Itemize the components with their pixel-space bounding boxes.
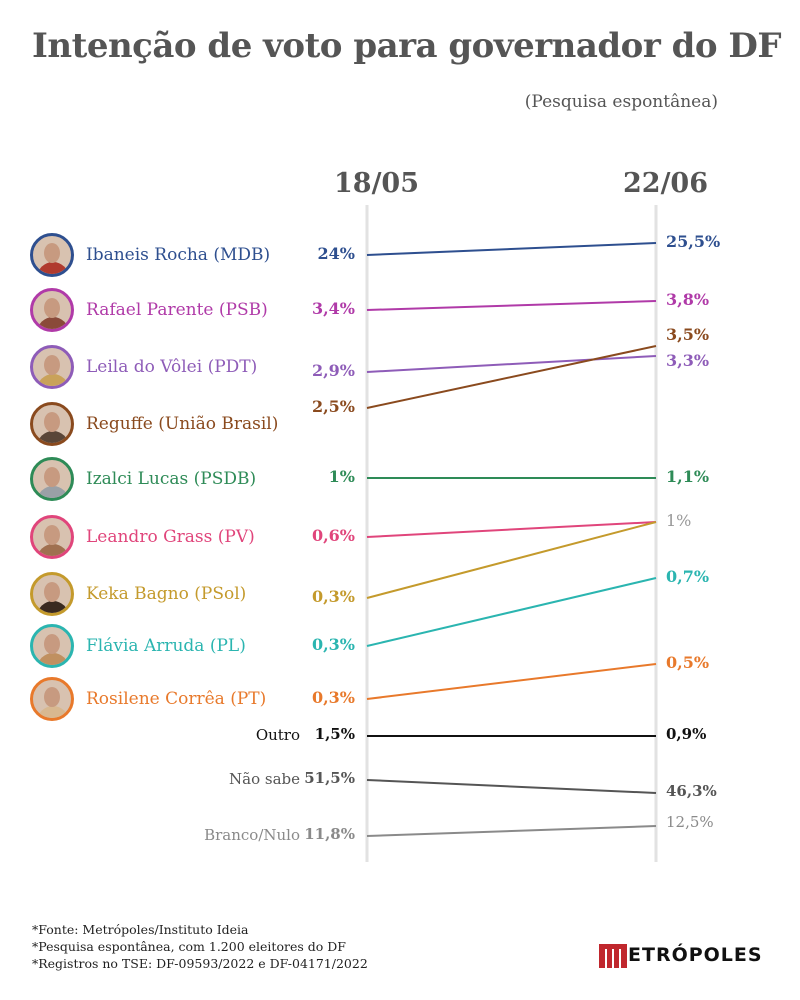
period-label-start: 18/05 xyxy=(334,168,420,199)
end-value-label: 3,5% xyxy=(666,325,710,344)
start-value-label: 24% xyxy=(317,244,355,263)
candidate-name: Leandro Grass (PV) xyxy=(86,527,255,547)
logo-text: ETRÓPOLES xyxy=(628,944,763,966)
candidate-label: Rafael Parente (PSB) xyxy=(30,285,268,335)
end-value-label: 46,3% xyxy=(666,782,717,800)
series-line xyxy=(366,663,657,700)
series-line xyxy=(366,355,657,373)
end-value-label: 0,9% xyxy=(666,725,707,743)
candidate-avatar xyxy=(30,572,74,616)
candidate-avatar xyxy=(30,457,74,501)
metropoles-logo: ETRÓPOLES xyxy=(598,940,763,970)
candidate-name: Flávia Arruda (PL) xyxy=(86,636,246,656)
candidate-label: Flávia Arruda (PL) xyxy=(30,621,246,671)
candidate-avatar xyxy=(30,402,74,446)
series-line xyxy=(366,779,657,794)
end-value-label: 0,7% xyxy=(666,567,710,586)
candidate-label: Rosilene Corrêa (PT) xyxy=(30,674,266,724)
category-name: Outro xyxy=(255,726,300,744)
category-name: Não sabe xyxy=(229,770,300,788)
candidate-name: Keka Bagno (PSol) xyxy=(86,584,247,604)
candidate-name: Ibaneis Rocha (MDB) xyxy=(86,245,271,265)
series-line xyxy=(366,345,657,409)
footer-line: *Pesquisa espontânea, com 1.200 eleitore… xyxy=(32,939,346,954)
end-value-label: 3,8% xyxy=(666,290,710,309)
logo-m-icon xyxy=(599,944,627,968)
start-value-label: 0,3% xyxy=(311,587,355,606)
candidate-label: Keka Bagno (PSol) xyxy=(30,569,246,619)
start-value-label: 0,6% xyxy=(311,526,355,545)
footer-notes: *Fonte: Metrópoles/Instituto Ideia *Pesq… xyxy=(32,921,368,972)
candidate-label: Reguffe (União Brasil) xyxy=(30,399,278,449)
start-value-label: 11,8% xyxy=(304,825,355,843)
candidate-avatar xyxy=(30,677,74,721)
series-line xyxy=(366,825,657,837)
candidate-label: Leila do Vôlei (PDT) xyxy=(30,342,257,392)
series-line xyxy=(366,577,657,647)
series-line xyxy=(366,521,657,599)
period-label-end: 22/06 xyxy=(623,168,709,199)
candidate-avatar xyxy=(30,624,74,668)
candidate-avatar xyxy=(30,233,74,277)
candidate-label: Ibaneis Rocha (MDB) xyxy=(30,230,270,280)
candidate-avatar xyxy=(30,288,74,332)
series-line xyxy=(366,300,657,311)
start-value-label: 1% xyxy=(328,467,355,486)
candidate-name: Izalci Lucas (PSDB) xyxy=(86,469,257,489)
chart-subtitle: (Pesquisa espontânea) xyxy=(524,92,718,112)
category-name: Branco/Nulo xyxy=(204,826,300,844)
start-value-label: 0,3% xyxy=(311,635,355,654)
end-value-label: 25,5% xyxy=(666,232,721,251)
chart-title: Intenção de voto para governador do DF xyxy=(32,26,782,66)
candidate-avatar xyxy=(30,345,74,389)
candidate-name: Rosilene Corrêa (PT) xyxy=(86,689,267,709)
end-value-label: 0,5% xyxy=(666,653,710,672)
footer-line: *Registros no TSE: DF-09593/2022 e DF-04… xyxy=(32,956,368,971)
start-value-label: 51,5% xyxy=(304,769,355,787)
start-value-label: 3,4% xyxy=(311,299,355,318)
end-value-label: 3,3% xyxy=(666,351,710,370)
series-line xyxy=(366,242,657,256)
start-value-label: 1,5% xyxy=(314,725,355,743)
end-value-label: 1% xyxy=(666,511,692,530)
candidate-avatar xyxy=(30,515,74,559)
end-value-label: 12,5% xyxy=(666,813,714,831)
footer-line: *Fonte: Metrópoles/Instituto Ideia xyxy=(32,922,249,937)
start-value-label: 2,5% xyxy=(311,397,355,416)
start-value-label: 0,3% xyxy=(311,688,355,707)
end-value-label: 1,1% xyxy=(666,467,710,486)
candidate-name: Leila do Vôlei (PDT) xyxy=(86,357,258,377)
candidate-label: Leandro Grass (PV) xyxy=(30,512,255,562)
start-value-label: 2,9% xyxy=(311,361,355,380)
candidate-name: Rafael Parente (PSB) xyxy=(86,300,268,320)
series-line xyxy=(366,521,657,538)
candidate-label: Izalci Lucas (PSDB) xyxy=(30,454,256,504)
candidate-name: Reguffe (União Brasil) xyxy=(86,414,279,434)
